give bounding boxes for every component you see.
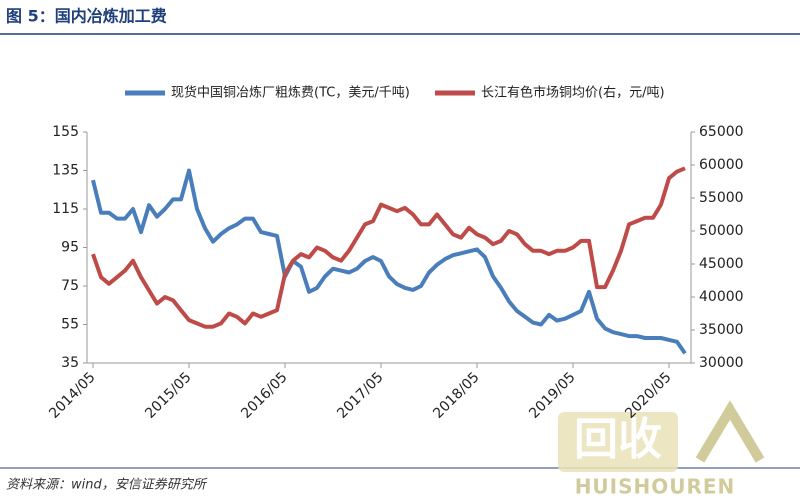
- legend-label: 长江有色市场铜均价(右，元/吨): [481, 85, 665, 101]
- y-tick-label: 55: [61, 317, 79, 333]
- watermark: 回收 HUISHOUREN: [558, 400, 765, 499]
- watermark-box: [558, 412, 678, 472]
- line-series: [91, 166, 686, 329]
- y2-tick-label: 40000: [699, 289, 744, 305]
- x-tick-label: 2017/05: [334, 369, 386, 421]
- source: 资料来源：wind，安信证券研究所: [6, 477, 208, 493]
- x-tick-label: 2015/05: [142, 369, 194, 421]
- watermark-sub: HUISHOUREN: [575, 475, 736, 499]
- watermark-main: 回收: [574, 414, 662, 465]
- x-tick-label: 2014/05: [46, 369, 98, 421]
- y2-tick-label: 35000: [699, 322, 744, 338]
- legend-label: 现货中国铜冶炼厂粗炼费(TC，美元/千吨): [171, 85, 410, 101]
- x-tick-label: 2016/05: [238, 369, 290, 421]
- y2-tick-label: 60000: [699, 157, 744, 173]
- y2-tick-label: 55000: [699, 190, 744, 206]
- y-tick-label: 135: [52, 163, 79, 179]
- y-tick-label: 75: [61, 278, 79, 294]
- y2-tick-label: 30000: [699, 355, 744, 371]
- y2-tick-label: 45000: [699, 256, 744, 272]
- y-tick-label: 95: [61, 240, 79, 256]
- y-tick-label: 155: [52, 124, 79, 140]
- y2-tick-label: 50000: [699, 223, 744, 239]
- chart-title: 图 5：国内冶炼加工费: [6, 7, 167, 26]
- y-tick-label: 35: [61, 355, 79, 371]
- watermark-logo: [695, 400, 765, 463]
- y-tick-label: 115: [52, 201, 79, 217]
- y2-tick-label: 65000: [699, 124, 744, 140]
- x-tick-label: 2018/05: [430, 369, 482, 421]
- line-series: [91, 168, 687, 355]
